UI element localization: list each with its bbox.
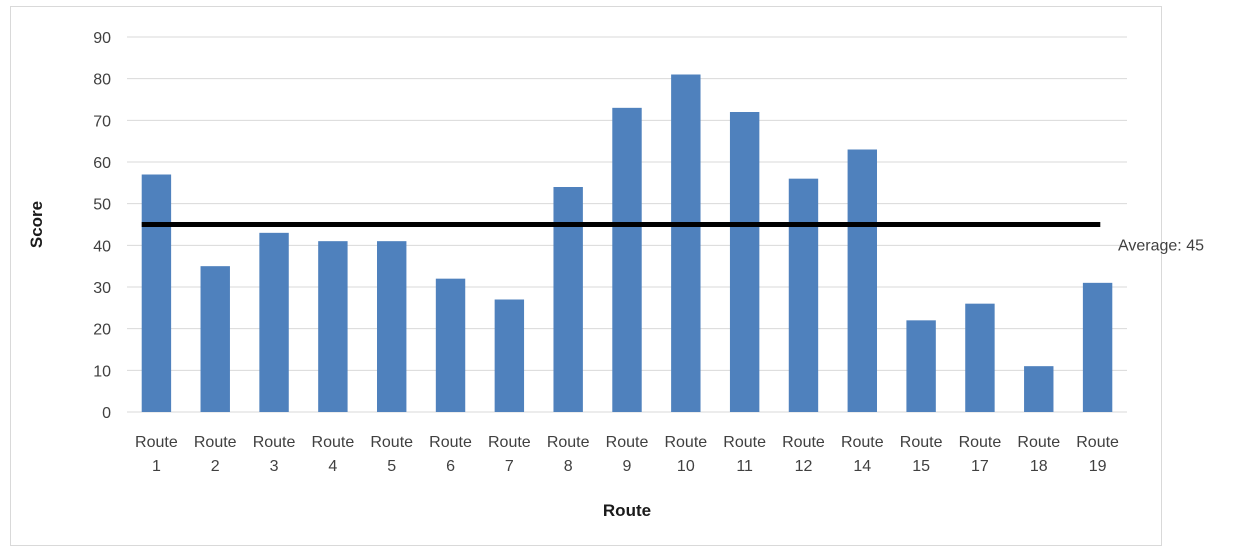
y-tick-label: 10 bbox=[93, 363, 111, 380]
bar bbox=[1082, 282, 1113, 412]
y-tick-label: 70 bbox=[93, 113, 111, 130]
gridlines bbox=[127, 36, 1127, 413]
bar bbox=[141, 174, 172, 412]
x-tick-label: Route 17 bbox=[959, 434, 1002, 475]
bar bbox=[965, 303, 995, 412]
y-tick-label: 60 bbox=[93, 155, 111, 172]
x-tick-label: Route 15 bbox=[900, 434, 943, 475]
x-tick-label: Route 2 bbox=[194, 434, 237, 475]
bar bbox=[671, 74, 701, 412]
bar bbox=[377, 241, 407, 412]
x-tick-label: Route 1 bbox=[135, 434, 178, 475]
bar bbox=[435, 278, 466, 412]
average-label: Average: 45 bbox=[1118, 238, 1204, 255]
x-tick-label: Route 12 bbox=[782, 434, 825, 475]
x-tick-label: Route 7 bbox=[488, 434, 531, 475]
y-tick-label: 80 bbox=[93, 72, 111, 89]
y-axis-title: Score bbox=[27, 201, 46, 248]
x-tick-label: Route 6 bbox=[429, 434, 472, 475]
y-axis-ticks: 0 10 20 30 40 50 60 70 80 90 bbox=[93, 30, 111, 422]
x-tick-label: Route 4 bbox=[312, 434, 355, 475]
x-tick-label: Route 11 bbox=[723, 434, 766, 475]
x-axis-ticks: Route 1 Route 2 Route 3 Route 4 Route 5 Route 6 Rout… bbox=[135, 434, 1119, 475]
x-tick-label: Route 18 bbox=[1017, 434, 1060, 475]
x-tick-label: Route 9 bbox=[606, 434, 649, 475]
x-tick-label: Route 8 bbox=[547, 434, 590, 475]
x-axis-title: Route bbox=[603, 501, 651, 520]
y-tick-label: 90 bbox=[93, 30, 111, 47]
y-tick-label: 0 bbox=[102, 405, 111, 422]
bar bbox=[318, 241, 348, 412]
bar bbox=[612, 107, 642, 412]
bar bbox=[906, 320, 936, 412]
x-tick-label: Route 3 bbox=[253, 434, 296, 475]
y-tick-label: 30 bbox=[93, 280, 111, 297]
x-tick-label: Route 14 bbox=[841, 434, 884, 475]
y-tick-label: 20 bbox=[93, 322, 111, 339]
bar bbox=[847, 149, 877, 412]
bars bbox=[141, 74, 1113, 412]
bar bbox=[1024, 366, 1054, 412]
bar bbox=[494, 299, 525, 412]
bar bbox=[259, 232, 289, 412]
y-tick-label: 40 bbox=[93, 238, 111, 255]
x-tick-label: Route 5 bbox=[370, 434, 413, 475]
bar bbox=[788, 178, 819, 412]
x-tick-label: Route 19 bbox=[1076, 434, 1119, 475]
x-tick-label: Route 10 bbox=[664, 434, 707, 475]
y-tick-label: 50 bbox=[93, 197, 111, 214]
bar bbox=[729, 112, 760, 412]
bar bbox=[553, 187, 583, 412]
bar bbox=[200, 266, 230, 412]
